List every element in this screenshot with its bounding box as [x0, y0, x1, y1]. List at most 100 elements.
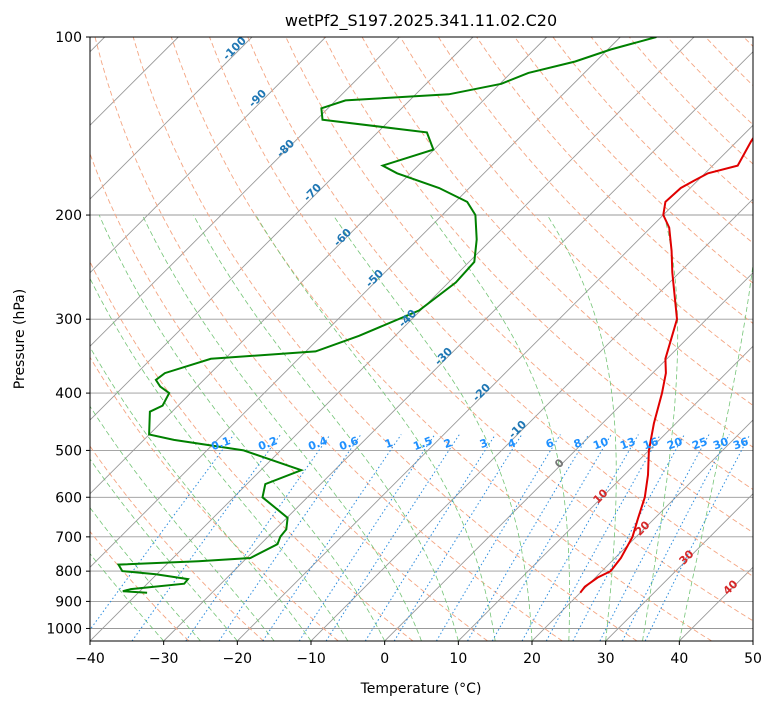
dry-adiabat-line [132, 37, 638, 641]
isotherm-line [531, 419, 753, 641]
dry-adiabat-line [323, 37, 753, 491]
mixing-ratio-line [298, 434, 436, 641]
mixing-ratio-label: 13 [618, 435, 637, 452]
mixing-ratio-line [572, 434, 685, 641]
mixing-ratio-label: 25 [690, 435, 709, 452]
dry-adiabat-line [743, 37, 753, 48]
mixing-ratio-line [435, 434, 561, 641]
isotherm-line [90, 37, 548, 495]
mixing-ratio-label: 20 [665, 435, 684, 453]
moist-adiabat-label: 20 [633, 518, 653, 538]
dry-adiabat-line [90, 530, 190, 641]
isotherm-line [236, 124, 753, 641]
moist-adiabat-line [90, 507, 201, 641]
moist-adiabat-label: 40 [721, 577, 741, 597]
mixing-ratio-label: 1 [383, 436, 395, 451]
mixing-ratio-line [599, 434, 710, 641]
isotherm-line [678, 566, 753, 641]
mixing-ratio-line [621, 434, 730, 641]
mixing-ratio-label: 0.2 [256, 434, 279, 453]
dry-adiabat-line [90, 152, 488, 641]
mixing-ratio-line [364, 434, 496, 641]
moist-adiabat-line [642, 214, 679, 641]
mixing-ratio-line [491, 434, 612, 641]
moist-adiabat-line [332, 214, 533, 641]
mixing-ratio-label: 1.5 [411, 434, 434, 453]
mixing-ratio-line [90, 434, 235, 631]
line-labels: -100-90-80-70-60-50-40-30-20-100.1 0.2 0.4… [209, 34, 750, 598]
mixing-ratio-line [393, 434, 523, 641]
dry-adiabat-line [399, 37, 753, 406]
isotherm-line [90, 37, 474, 421]
moist-adiabat-line [90, 346, 312, 641]
dry-adiabat-line [90, 356, 339, 641]
dry-adiabat-label: -30 [432, 345, 455, 368]
dry-adiabat-label: -20 [470, 381, 493, 404]
isotherm-line [90, 37, 621, 568]
isotherm-line [163, 51, 753, 641]
dry-adiabat-label: -100 [220, 34, 249, 63]
dry-adiabat-label: -90 [246, 87, 269, 110]
mixing-ratio-label: 2 [442, 436, 454, 451]
dry-adiabat-label: -80 [274, 137, 297, 160]
mixing-ratio-label: 8 [572, 436, 584, 451]
dry-adiabat-line [514, 37, 753, 284]
mixing-ratio-line [545, 434, 661, 641]
mixing-ratio-label: 36 [731, 435, 750, 453]
x-tick-label: 50 [744, 651, 762, 667]
chart-title: wetPf2_S197.2025.341.11.02.C20 [285, 11, 557, 31]
isotherm-line [605, 493, 753, 641]
mixing-ratio-line [131, 434, 282, 641]
temperature-trace [579, 136, 753, 594]
isotherm-line [384, 272, 753, 641]
mixing-ratio-label: 30 [711, 435, 730, 453]
moist-adiabat-label: 0 [552, 456, 567, 471]
mixing-ratio-label: 16 [641, 435, 660, 453]
y-axis-ticks: 100 200 300 400 500 600 700 800 900 1000 [46, 30, 90, 637]
moist-adiabat-line [678, 260, 753, 641]
isotherm-line [752, 640, 753, 641]
mixing-ratio-label: 6 [544, 436, 556, 451]
mixing-ratio-line [467, 434, 590, 641]
dry-adiabat-label: -50 [363, 267, 386, 290]
moist-adiabat-line [255, 214, 496, 641]
mixing-ratio-line [521, 434, 639, 641]
x-tick-label: 10 [449, 651, 467, 667]
dry-adiabat-line [90, 260, 414, 641]
x-tick-label: 30 [597, 651, 615, 667]
mixing-ratio-line [262, 434, 402, 641]
dry-adiabat-line [438, 37, 753, 365]
y-tick-label: 400 [55, 386, 82, 402]
x-tick-label: −20 [223, 651, 253, 667]
y-tick-label: 600 [55, 490, 82, 506]
isotherm-line [90, 37, 327, 274]
dry-adiabat-line [285, 37, 753, 534]
moist-adiabat-line [193, 214, 459, 641]
y-tick-label: 300 [55, 312, 82, 328]
x-axis-ticks: −40 −30 −20 −10 0 10 20 30 40 50 [75, 641, 762, 667]
plot-frame [89, 36, 754, 642]
y-tick-label: 500 [55, 443, 82, 459]
x-tick-label: 0 [380, 651, 389, 667]
isotherm-line [457, 345, 753, 641]
dewpoint-trace [116, 37, 657, 594]
dry-adiabat-line [209, 37, 753, 622]
dry-adiabat-line [90, 445, 264, 641]
y-tick-label: 800 [55, 564, 82, 580]
y-tick-label: 700 [55, 530, 82, 546]
mixing-ratio-line [325, 434, 460, 641]
y-axis-title: Pressure (hPa) [12, 289, 28, 389]
x-tick-label: −10 [296, 651, 326, 667]
moist-adiabat-line [90, 405, 275, 641]
x-tick-label: 40 [670, 651, 688, 667]
moist-adiabat-line [98, 214, 386, 641]
mixing-ratio-label: 3 [478, 436, 490, 451]
y-tick-label: 1000 [46, 621, 82, 637]
dry-adiabat-line [170, 37, 712, 641]
mixing-ratio-label: 0.1 [209, 434, 232, 453]
moist-adiabat-line [141, 214, 422, 641]
moist-adiabat-line [90, 458, 238, 641]
mixing-ratio-line [218, 434, 362, 641]
y-tick-label: 900 [55, 594, 82, 610]
